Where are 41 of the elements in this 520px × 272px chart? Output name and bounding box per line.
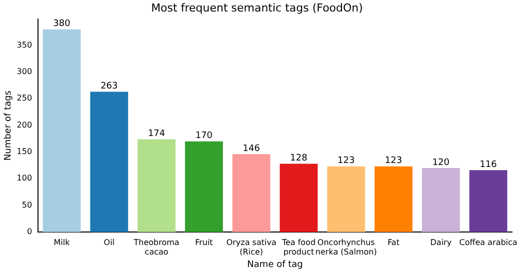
data-label: 170 bbox=[195, 131, 213, 142]
bar bbox=[374, 166, 412, 232]
x-axis-title: Name of tag bbox=[247, 260, 303, 270]
x-tick-label: Fruit bbox=[195, 238, 213, 247]
bar bbox=[422, 168, 460, 232]
y-tick-label: 350 bbox=[16, 40, 32, 50]
data-label: 116 bbox=[480, 160, 498, 170]
chart-title: Most frequent semantic tags (FoodOn) bbox=[151, 1, 363, 14]
bar bbox=[90, 92, 128, 232]
bar bbox=[232, 154, 270, 232]
x-tick-label: Oil bbox=[104, 238, 115, 247]
data-label: 128 bbox=[290, 154, 308, 164]
data-label: 380 bbox=[53, 19, 71, 30]
y-tick-label: 200 bbox=[16, 120, 32, 130]
x-tick-label: Tea food product bbox=[280, 238, 316, 256]
bar bbox=[42, 29, 81, 232]
y-tick-label: 0 bbox=[26, 227, 32, 236]
x-tick-label: Theobroma cacao bbox=[132, 238, 180, 256]
x-tick-label: Dairy bbox=[430, 238, 452, 247]
x-tick-label: Coffea arabica bbox=[459, 238, 518, 247]
y-tick-label: 300 bbox=[16, 67, 32, 76]
data-label: 263 bbox=[100, 82, 118, 92]
data-label: 123 bbox=[338, 156, 355, 166]
y-axis-title: Number of tags bbox=[4, 90, 14, 161]
x-tick-label: Milk bbox=[54, 238, 70, 247]
y-tick-label: 100 bbox=[16, 174, 32, 183]
bar bbox=[327, 166, 366, 232]
data-label: 120 bbox=[432, 158, 450, 168]
y-tick-label: 50 bbox=[22, 200, 32, 210]
bar bbox=[138, 139, 176, 232]
y-tick-label: 150 bbox=[16, 147, 32, 156]
x-tick-label: Oryza sativa (Rice) bbox=[226, 238, 276, 256]
bar bbox=[469, 170, 508, 232]
data-label: 123 bbox=[384, 156, 402, 166]
x-tick-label: Fat bbox=[388, 238, 400, 247]
bar bbox=[280, 164, 318, 232]
x-tick-label: Oncorhynchus nerka (Salmon) bbox=[315, 238, 377, 256]
bar bbox=[184, 141, 223, 232]
y-tick-label: 250 bbox=[16, 94, 32, 103]
data-label: 146 bbox=[242, 144, 260, 154]
data-label: 174 bbox=[148, 129, 166, 140]
